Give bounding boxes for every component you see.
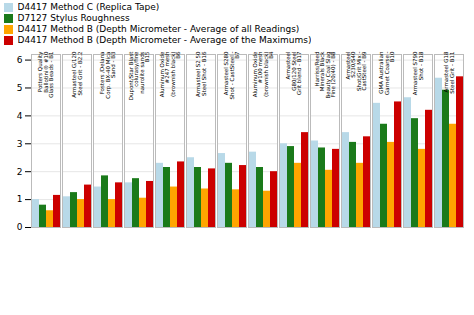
html-text:D7127 Stylus Roughness: D7127 Stylus Roughness <box>17 13 130 23</box>
svg-text:Aluminum Oxide#247 mesh(browni: Aluminum Oxide#247 mesh(brownish black)B… <box>159 51 182 97</box>
svg-text:1: 1 <box>17 194 23 204</box>
svg-text:ArmasteelG80/120 SteelGrit ble: ArmasteelG80/120 SteelGrit blend - B17 <box>285 51 302 95</box>
svg-text:Potters QualityBallotini® #10G: Potters QualityBallotini® #10Glass Beads… <box>37 51 54 98</box>
svg-text:Fosters /DelanaCorp. BX-40 Mic: Fosters /DelanaCorp. BX-40 MicaSand - B3 <box>99 51 116 99</box>
svg-text:Armasteel G/120Steel Grit - B2: Armasteel G/120Steel Grit - B2.2 <box>71 51 83 98</box>
svg-text:ArmasteelS230/S40Shot/Grit Mix: ArmasteelS230/S40Shot/Grit Mix -CastStee… <box>345 51 368 91</box>
html-text:D4417 Method C (Replica Tape): D4417 Method C (Replica Tape) <box>17 2 160 12</box>
svg-text:2: 2 <box>17 167 23 177</box>
svg-text:4: 4 <box>17 111 23 121</box>
svg-text:Harriss/ReedMinerals BlackBeau: Harriss/ReedMinerals BlackBeauty Coal Sl… <box>314 51 337 99</box>
html-text:D4417 Method B (Depth Micromet: D4417 Method B (Depth Micrometer - Avera… <box>17 35 312 45</box>
svg-text:Dupont/Star Blastcolurasy/fine: Dupont/Star Blastcolurasy/finenaurolite … <box>128 51 151 101</box>
svg-text:Armasteel G18Steel Grit - B11: Armasteel G18Steel Grit - B11 <box>443 51 455 94</box>
svg-text:3: 3 <box>17 139 23 149</box>
svg-text:Armasteel S280Shot - CastSteel: Armasteel S280Shot - CastSteel -B7 <box>223 51 240 99</box>
html-text:D4417 Method B (Depth Micromet: D4417 Method B (Depth Micrometer - Avera… <box>17 24 300 34</box>
svg-text:Armasteel S2 50Steel Shot - B1: Armasteel S2 50Steel Shot - B16 <box>195 51 207 97</box>
svg-text:6: 6 <box>17 55 23 65</box>
svg-text:0: 0 <box>17 222 23 232</box>
svg-text:Armasteel S790Shot - B18: Armasteel S790Shot - B18 <box>412 51 424 95</box>
svg-text:GMA AustralianGarnet Coarse -B: GMA AustralianGarnet Coarse -B10 <box>378 51 395 95</box>
svg-text:5: 5 <box>17 83 23 93</box>
svg-text:Aluminum Oxide#100 mesh(browni: Aluminum Oxide#100 mesh(brownish black)B… <box>252 51 275 97</box>
